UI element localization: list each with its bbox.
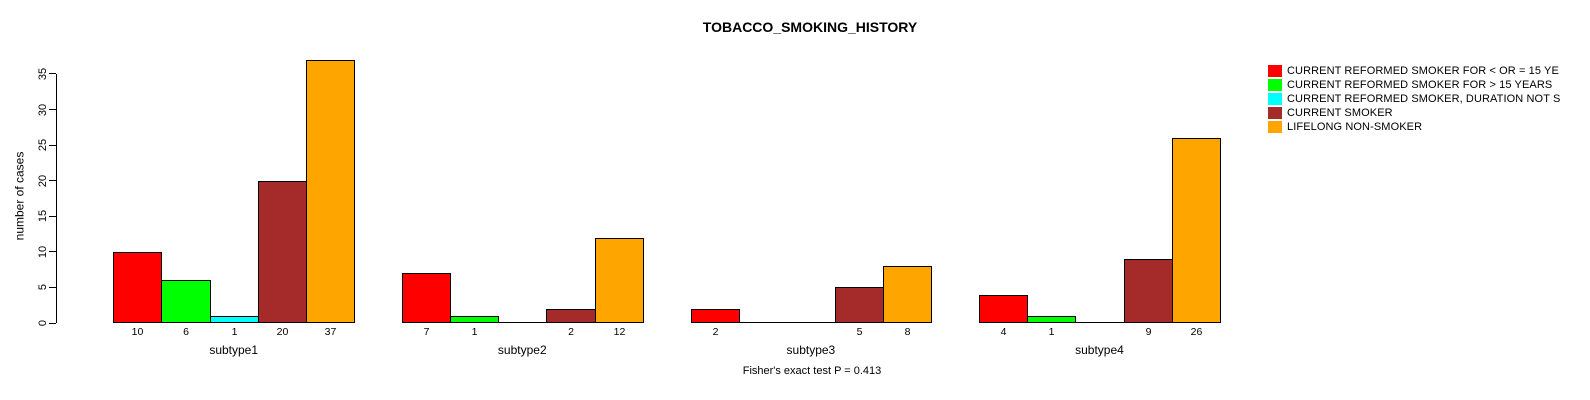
- legend-swatch: [1268, 93, 1282, 105]
- bar-value-label: 8: [904, 326, 911, 338]
- legend-label: CURRENT REFORMED SMOKER FOR < OR = 15 YE: [1287, 64, 1559, 77]
- legend-swatch: [1268, 79, 1282, 91]
- bar: [595, 238, 644, 323]
- zero-bar-baseline: [787, 322, 836, 323]
- bar-value-label: 4: [1000, 326, 1007, 338]
- bar: [1172, 138, 1221, 323]
- bar: [979, 295, 1028, 323]
- bar-value-label: 6: [183, 326, 189, 338]
- legend-label: LIFELONG NON-SMOKER: [1287, 120, 1423, 133]
- bar: [450, 316, 499, 323]
- zero-bar-baseline: [1075, 322, 1125, 323]
- y-axis-tick: [49, 180, 56, 182]
- y-tick-label: 30: [36, 103, 49, 116]
- y-axis-tick: [49, 109, 56, 111]
- bar-value-label: 10: [131, 326, 144, 338]
- bar: [258, 181, 307, 323]
- y-axis-tick: [49, 322, 56, 324]
- y-tick-label: 25: [36, 139, 49, 152]
- bar-value-label: 12: [613, 326, 626, 338]
- legend-swatch: [1268, 65, 1282, 77]
- zero-bar-baseline: [739, 322, 788, 323]
- bar-value-label: 5: [856, 326, 863, 338]
- y-tick-label: 15: [36, 210, 49, 223]
- bar-value-label: 9: [1145, 326, 1152, 338]
- bar: [546, 309, 596, 323]
- bar: [306, 60, 355, 323]
- zero-bar-baseline: [498, 322, 547, 323]
- bar-value-label: 26: [1190, 326, 1203, 338]
- legend-swatch: [1268, 107, 1282, 119]
- legend-swatch: [1268, 121, 1282, 133]
- legend-label: CURRENT REFORMED SMOKER, DURATION NOT S: [1287, 92, 1561, 105]
- bar-value-label: 1: [1048, 326, 1055, 338]
- y-tick-label: 10: [36, 245, 49, 258]
- x-category-label: subtype2: [497, 343, 547, 357]
- bar: [402, 273, 451, 323]
- y-tick-label: 20: [36, 174, 49, 187]
- y-axis-tick: [49, 286, 56, 288]
- legend-label: CURRENT REFORMED SMOKER FOR > 15 YEARS: [1287, 78, 1553, 91]
- bar: [113, 252, 162, 323]
- bar-value-label: 37: [324, 326, 337, 338]
- x-category-label: subtype4: [1075, 343, 1124, 357]
- bar: [883, 266, 932, 323]
- bar-value-label: 7: [423, 326, 430, 338]
- chart-title: TOBACCO_SMOKING_HISTORY: [702, 19, 918, 35]
- bar-value-label: 2: [568, 326, 574, 338]
- y-tick-label: 35: [36, 67, 49, 81]
- bar-value-label: 1: [471, 326, 478, 338]
- bar: [835, 287, 884, 323]
- statistical-test-footer: Fisher's exact test P = 0.413: [742, 365, 882, 377]
- bar-value-label: 2: [712, 326, 719, 338]
- bar: [1124, 259, 1173, 323]
- bar-value-label: 20: [276, 326, 289, 338]
- bar: [1027, 316, 1076, 323]
- y-axis-tick: [49, 251, 56, 253]
- bar: [691, 309, 740, 323]
- y-axis-tick: [49, 144, 56, 146]
- y-tick-label: 0: [36, 319, 49, 327]
- y-tick-label: 5: [36, 284, 49, 291]
- y-axis-tick: [49, 73, 56, 75]
- bar: [210, 316, 259, 323]
- legend-label: CURRENT SMOKER: [1287, 106, 1393, 119]
- y-axis-line: [56, 73, 57, 323]
- bar-value-label: 1: [231, 326, 238, 338]
- x-category-label: subtype1: [209, 343, 259, 357]
- y-axis-tick: [49, 215, 56, 217]
- bar: [161, 280, 211, 323]
- x-category-label: subtype3: [786, 343, 836, 357]
